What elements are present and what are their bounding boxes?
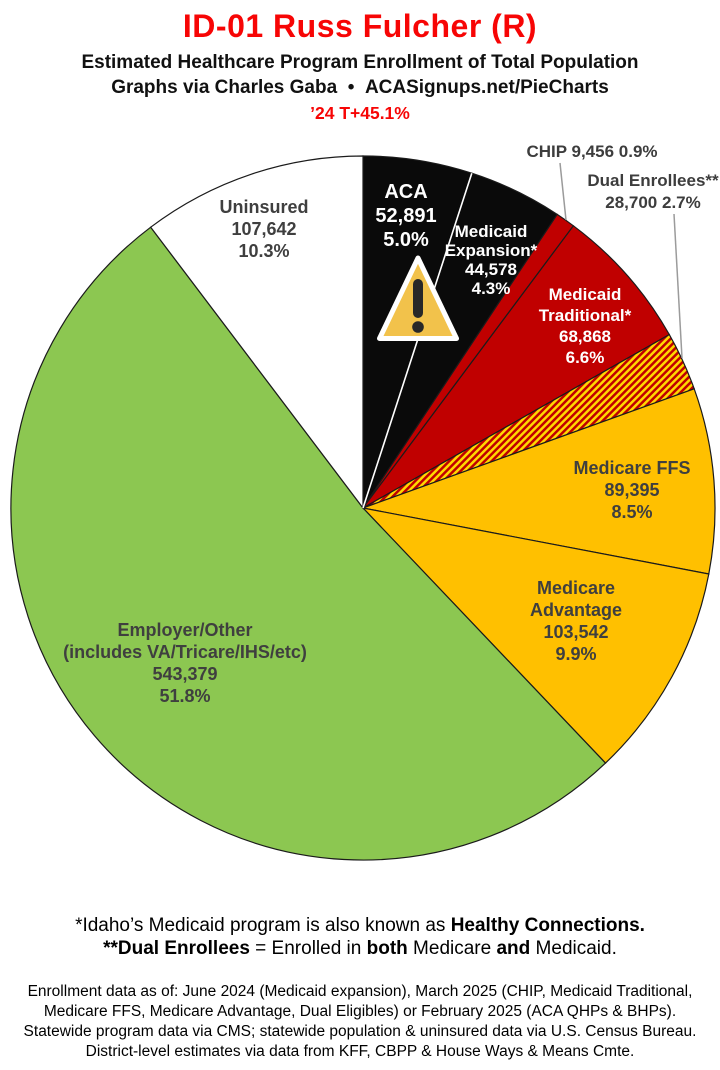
slice-label-medicare-ffs: Medicare FFS 89,395 8.5% <box>573 458 690 522</box>
slice-label-medicaid-expansion: Medicaid Expansion* 44,578 4.3% <box>445 222 538 298</box>
chart-subtitle: Estimated Healthcare Program Enrollment … <box>81 52 639 73</box>
pie-slice-uninsured <box>149 155 364 510</box>
data-source-line: Enrollment data as of: June 2024 (Medica… <box>27 983 693 1000</box>
svg-text:51.8%: 51.8% <box>159 686 210 706</box>
slice-label-medicaid-traditional: Medicaid Traditional* 68,868 6.6% <box>539 285 632 367</box>
svg-text:Employer/Other: Employer/Other <box>117 620 252 640</box>
svg-text:4.3%: 4.3% <box>472 279 511 298</box>
svg-text:Medicaid: Medicaid <box>549 285 622 304</box>
data-source-line: Statewide program data via CMS; statewid… <box>23 1023 697 1040</box>
trump-margin-label: ’24 T+45.1% <box>310 103 410 123</box>
svg-text:5.0%: 5.0% <box>383 229 429 251</box>
svg-text:Medicare FFS: Medicare FFS <box>573 458 690 478</box>
slice-label-dual-enrollees: Dual Enrollees** 28,700 2.7% <box>587 171 719 212</box>
svg-text:Uninsured: Uninsured <box>219 197 308 217</box>
chip-callout-line <box>559 162 567 221</box>
svg-text:9.9%: 9.9% <box>555 644 596 664</box>
svg-text:89,395: 89,395 <box>604 480 659 500</box>
pie-slice-medicare-ffs <box>360 388 716 575</box>
svg-text:8.5%: 8.5% <box>611 502 652 522</box>
warning-icon <box>377 255 459 341</box>
chart-credit: Graphs via Charles Gaba • ACASignups.net… <box>111 77 609 98</box>
svg-text:28,700 2.7%: 28,700 2.7% <box>605 193 700 212</box>
svg-text:543,379: 543,379 <box>152 664 217 684</box>
slice-label-employer-other: Employer/Other (includes VA/Tricare/IHS/… <box>63 620 307 706</box>
svg-text:(includes VA/Tricare/IHS/etc): (includes VA/Tricare/IHS/etc) <box>63 642 307 662</box>
footnote-dual-enrollees: **Dual Enrollees = Enrolled in both Medi… <box>103 938 617 959</box>
data-source-note: Enrollment data as of: June 2024 (Medica… <box>0 982 720 1062</box>
svg-text:Expansion*: Expansion* <box>445 241 538 260</box>
svg-text:CHIP 9,456 0.9%: CHIP 9,456 0.9% <box>526 142 657 161</box>
svg-text:Advantage: Advantage <box>530 600 622 620</box>
svg-text:6.6%: 6.6% <box>566 348 605 367</box>
slice-label-uninsured: Uninsured 107,642 10.3% <box>219 197 308 261</box>
svg-text:44,578: 44,578 <box>465 260 517 279</box>
svg-text:Traditional*: Traditional* <box>539 306 632 325</box>
svg-text:Medicare: Medicare <box>537 578 615 598</box>
pie-slice-medicare-advantage <box>361 507 710 764</box>
svg-text:10.3%: 10.3% <box>238 241 289 261</box>
footnote-medicaid-name: *Idaho’s Medicaid program is also known … <box>75 915 645 936</box>
slice-label-medicare-advantage: Medicare Advantage 103,542 9.9% <box>530 578 622 664</box>
dual-enrollees-callout-line <box>673 213 683 359</box>
pie-slice-medicaid-traditional <box>362 224 671 509</box>
data-source-line: District-level estimates via data from K… <box>85 1043 635 1060</box>
svg-text:52,891: 52,891 <box>375 205 436 227</box>
svg-text:107,642: 107,642 <box>231 219 296 239</box>
svg-text:103,542: 103,542 <box>543 622 608 642</box>
pie-slice-employer-other <box>10 226 607 861</box>
slice-label-chip: CHIP 9,456 0.9% <box>526 142 657 161</box>
page-title: ID-01 Russ Fulcher (R) <box>182 8 538 44</box>
data-source-line: Medicare FFS, Medicare Advantage, Dual E… <box>43 1003 677 1020</box>
svg-text:ACA: ACA <box>384 181 427 203</box>
svg-text:68,868: 68,868 <box>559 327 611 346</box>
svg-text:Medicaid: Medicaid <box>455 222 528 241</box>
slice-label-aca: ACA 52,891 5.0% <box>375 181 436 251</box>
svg-text:Dual Enrollees**: Dual Enrollees** <box>587 171 719 190</box>
